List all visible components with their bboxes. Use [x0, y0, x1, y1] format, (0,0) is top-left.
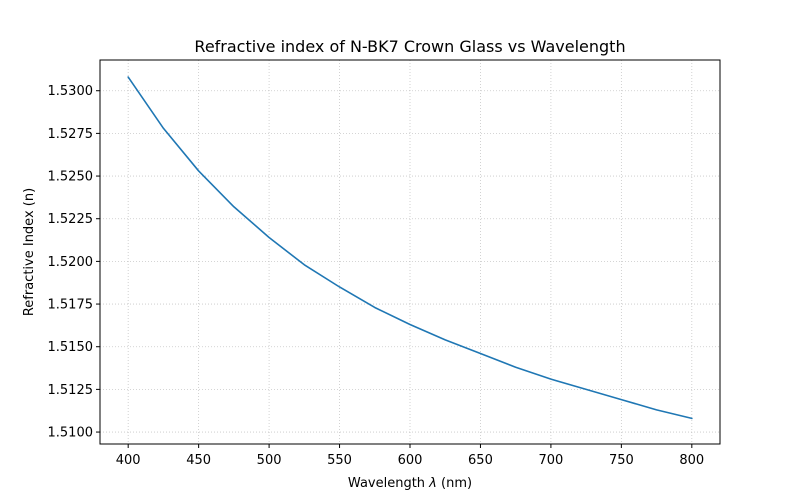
y-tick-label: 1.5200 — [48, 255, 94, 270]
x-axis-label: Wavelength λ (nm) — [348, 476, 472, 491]
x-tick-label: 750 — [609, 453, 634, 468]
x-axis: 400 450 500 550 600 650 700 750 800 — [116, 444, 704, 468]
x-tick-label: 400 — [116, 453, 141, 468]
y-tick-label: 1.5125 — [48, 383, 94, 398]
x-tick-label: 650 — [468, 453, 493, 468]
y-tick-label: 1.5300 — [48, 84, 94, 99]
x-tick-label: 450 — [186, 453, 211, 468]
x-tick-label: 800 — [679, 453, 704, 468]
y-tick-label: 1.5150 — [48, 340, 94, 355]
series-line — [127, 76, 693, 420]
x-axis-label-prefix: Wavelength — [348, 476, 429, 491]
grid — [100, 60, 720, 444]
x-tick-label: 700 — [538, 453, 563, 468]
y-axis: 1.5100 1.5125 1.5150 1.5175 1.5200 1.5225 1.52… — [48, 84, 100, 441]
y-tick-label: 1.5100 — [48, 426, 94, 441]
y-tick-label: 1.5275 — [48, 127, 94, 142]
chart-title: Refractive index of N-BK7 Crown Glass vs… — [194, 37, 625, 56]
y-tick-label: 1.5250 — [48, 170, 94, 185]
y-axis-label: Refractive Index (n) — [22, 188, 37, 316]
x-tick-label: 550 — [327, 453, 352, 468]
x-tick-label: 500 — [257, 453, 282, 468]
y-tick-label: 1.5225 — [48, 212, 94, 227]
x-axis-label-suffix: (nm) — [437, 476, 472, 491]
x-tick-label: 600 — [398, 453, 423, 468]
y-tick-label: 1.5175 — [48, 298, 94, 313]
x-axis-label-symbol: λ — [428, 476, 437, 491]
series-layer — [127, 76, 693, 420]
